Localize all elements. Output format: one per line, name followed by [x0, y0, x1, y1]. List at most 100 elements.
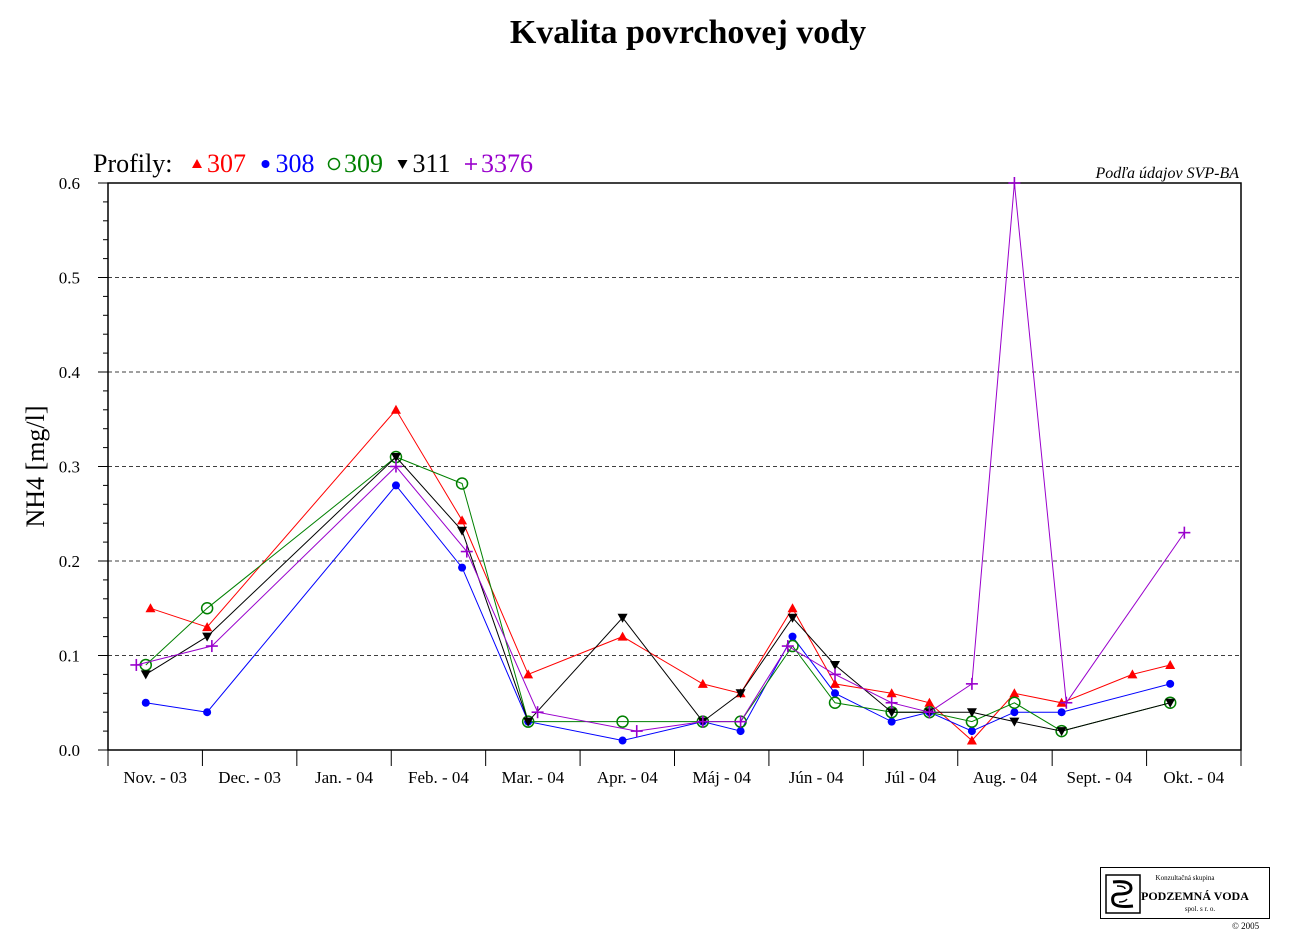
data-point [965, 677, 978, 690]
y-tick-label: 0.1 [59, 647, 80, 666]
data-point [831, 689, 840, 698]
y-tick-label: 0.2 [59, 552, 80, 571]
data-point [787, 613, 798, 623]
y-tick-label: 0.6 [59, 174, 80, 193]
data-point [1009, 688, 1020, 698]
data-point [457, 515, 468, 525]
data-point [618, 736, 627, 745]
legend-label: 309 [344, 149, 383, 178]
series-3376 [130, 177, 1191, 738]
data-point [521, 715, 535, 728]
y-tick-label: 0.4 [59, 363, 81, 382]
data-point [923, 706, 936, 719]
data-point [966, 735, 977, 745]
x-tick-label: Máj - 04 [692, 768, 751, 787]
data-point [1165, 698, 1176, 708]
data-point [531, 706, 544, 719]
data-point [781, 640, 794, 653]
data-point [1165, 659, 1176, 669]
y-tick-label: 0.0 [59, 741, 80, 760]
data-point [460, 545, 473, 558]
legend: Profily: 307 308 309 311 3376 [93, 149, 533, 178]
x-tick-label: Mar. - 04 [501, 768, 564, 787]
data-point [887, 717, 896, 726]
data-point [967, 727, 976, 736]
source-note: Podľa údajov SVP-BA [1094, 165, 1239, 182]
data-point [455, 477, 469, 490]
logo-emblem-icon [1105, 874, 1141, 914]
data-point [141, 698, 150, 707]
legend-item-308: 308 [261, 149, 315, 178]
data-point [966, 708, 977, 718]
data-point [1057, 708, 1066, 717]
data-point [390, 453, 401, 463]
legend-label: 3376 [481, 149, 533, 178]
data-point [788, 632, 797, 641]
data-point [1163, 696, 1177, 709]
data-point [828, 696, 842, 709]
data-point [787, 603, 798, 613]
data-point [886, 708, 897, 718]
data-point [389, 460, 402, 473]
data-point [830, 660, 841, 670]
data-point [616, 715, 629, 728]
series-307 [145, 404, 1176, 745]
data-point [1009, 717, 1020, 727]
data-point [202, 622, 213, 632]
x-axis: Nov. - 03 Dec. - 03 Jan. - 04 Feb. - 04 Mar.… [107, 750, 1242, 787]
data-point [458, 563, 467, 572]
series-line [145, 484, 1171, 742]
legend-marker [261, 160, 270, 168]
copyright-note: © 2005 [1232, 921, 1260, 931]
x-tick-label: Sept. - 04 [1067, 768, 1133, 787]
x-tick-label: Jún - 04 [789, 768, 844, 787]
data-point [886, 688, 897, 698]
data-point [523, 669, 534, 679]
data-point [390, 404, 401, 414]
series-line [150, 408, 1171, 742]
data-point [735, 689, 746, 699]
series-line [145, 456, 1171, 732]
legend-marker [465, 158, 477, 170]
data-point [924, 697, 935, 707]
legend-marker [192, 159, 202, 168]
data-point [1008, 177, 1021, 189]
data-point [457, 526, 468, 536]
series-309 [139, 450, 1177, 738]
legend-prefix: Profily: [93, 149, 172, 178]
legend-item-307: 307 [192, 149, 246, 178]
legend-marker [397, 160, 408, 169]
legend-marker [327, 157, 341, 171]
data-point [1008, 696, 1021, 709]
data-point [830, 678, 841, 688]
legend-item-309: 309 [327, 149, 383, 178]
company-logo: Konzultačná skupina PODZEMNÁ VODA spol. … [1100, 867, 1270, 919]
grid-lines [108, 277, 1241, 656]
data-point [1056, 727, 1067, 737]
logo-company-name: PODZEMNÁ VODA [1141, 889, 1249, 903]
data-point [140, 670, 151, 680]
data-point [734, 715, 747, 728]
series-311 [140, 453, 1176, 737]
legend-item-3376: 3376 [465, 149, 533, 178]
x-tick-label: Jan. - 04 [315, 768, 374, 787]
data-point [130, 658, 143, 671]
x-tick-label: Aug. - 04 [973, 768, 1038, 787]
data-point [203, 708, 212, 717]
data-point [736, 727, 745, 736]
data-point [630, 725, 643, 738]
data-point [885, 696, 898, 709]
data-point [145, 603, 156, 613]
x-tick-label: Feb. - 04 [408, 768, 469, 787]
x-tick-label: Dec. - 03 [218, 768, 281, 787]
data-point [1178, 526, 1191, 539]
x-tick-label: Apr. - 04 [597, 768, 658, 787]
data-point [202, 632, 213, 642]
data-point [523, 717, 534, 727]
data-point [391, 481, 400, 490]
data-point [200, 602, 214, 615]
legend-label: 308 [276, 149, 315, 178]
legend-label: 307 [207, 149, 246, 178]
data-point [617, 631, 628, 641]
